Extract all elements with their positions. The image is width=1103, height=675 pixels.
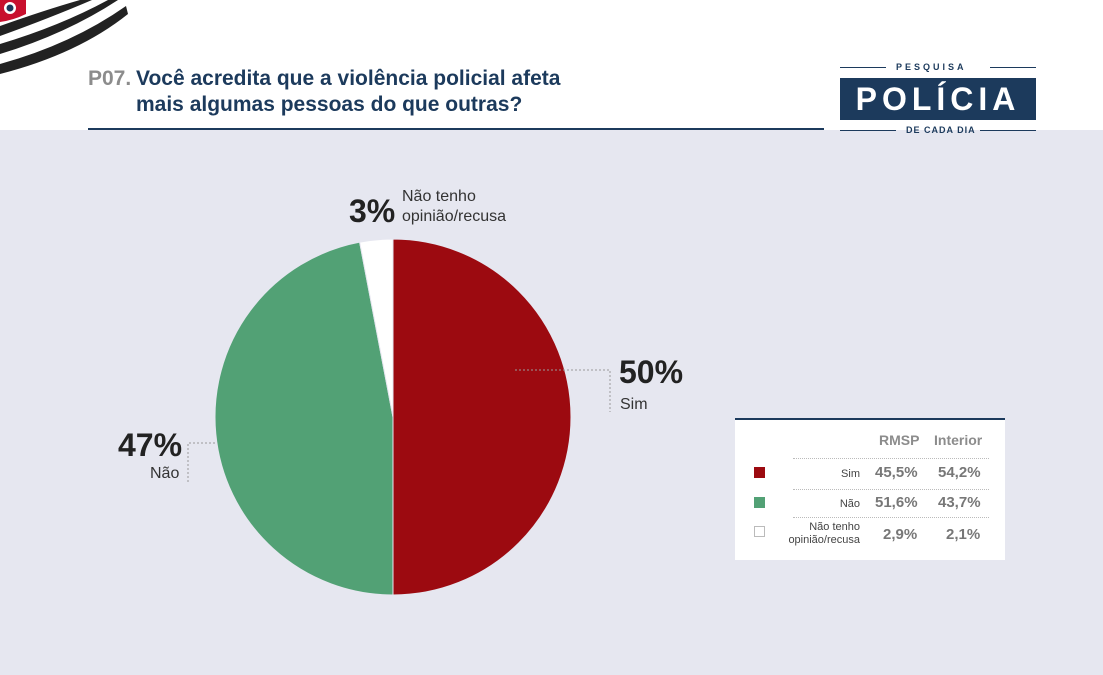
table-cell-rmsp: 2,9%: [883, 526, 918, 543]
pie-slice-nao-tenho: [359, 238, 394, 418]
slice-label-sim: Sim: [620, 396, 648, 413]
table-cell-interior: 2,1%: [946, 526, 981, 543]
legend-swatch-nao: [754, 497, 765, 508]
table-row-label: Não tenho opinião/recusa: [788, 521, 860, 546]
table-header-rmsp: RMSP: [879, 432, 920, 448]
question-line-1: Você acredita que a violência policial a…: [136, 67, 561, 90]
slice-label-nao-tenho-pct: 3%: [349, 193, 396, 229]
logo-main-text: POLÍCIA: [840, 78, 1036, 120]
question-code: P07.: [88, 67, 132, 90]
pie-slice-nao: [214, 241, 394, 596]
slice-label-sim-pct: 50%: [619, 354, 684, 390]
slice-label-nao-tenho-line2: opinião/recusa: [402, 208, 507, 225]
question-line-2: mais algumas pessoas do que outras?: [136, 93, 523, 116]
logo-top-text: PESQUISA: [896, 62, 967, 72]
table-cell-interior: 43,7%: [938, 494, 981, 511]
leader-line-nao: [187, 442, 215, 482]
pesquisa-policia-logo: PESQUISA POLÍCIA DE CADA DIA: [840, 60, 1036, 136]
table-header-interior: Interior: [934, 432, 983, 448]
regional-table: RMSP Interior Sim 45,5% 54,2% Não 51,6% …: [735, 418, 1005, 560]
pie-slice-sim: [392, 238, 572, 596]
logo-bottom-text: DE CADA DIA: [906, 125, 976, 135]
pie-chart: [187, 238, 611, 596]
slice-label-nao: Não: [150, 465, 180, 482]
table-cell-rmsp: 45,5%: [875, 464, 918, 481]
slice-label-nao-pct: 47%: [118, 427, 183, 463]
header-rule: [88, 128, 824, 130]
table-row-label: Não: [839, 498, 860, 510]
header: P07. Você acredita que a violência polic…: [0, 0, 1103, 135]
table-row-nao: Não 51,6% 43,7%: [735, 493, 1005, 521]
table-cell-interior: 54,2%: [938, 464, 981, 481]
sao-paulo-flag-icon: [0, 0, 128, 74]
table-row-nao-tenho: Não tenho opinião/recusa 2,9% 2,1%: [735, 520, 1005, 554]
legend-swatch-nao-tenho: [754, 526, 765, 537]
table-cell-rmsp: 51,6%: [875, 494, 918, 511]
table-row-label: Sim: [841, 468, 860, 480]
slice-label-nao-tenho-line1: Não tenho: [402, 188, 476, 205]
table-row-sim: Sim 45,5% 54,2%: [735, 463, 1005, 491]
legend-swatch-sim: [754, 467, 765, 478]
